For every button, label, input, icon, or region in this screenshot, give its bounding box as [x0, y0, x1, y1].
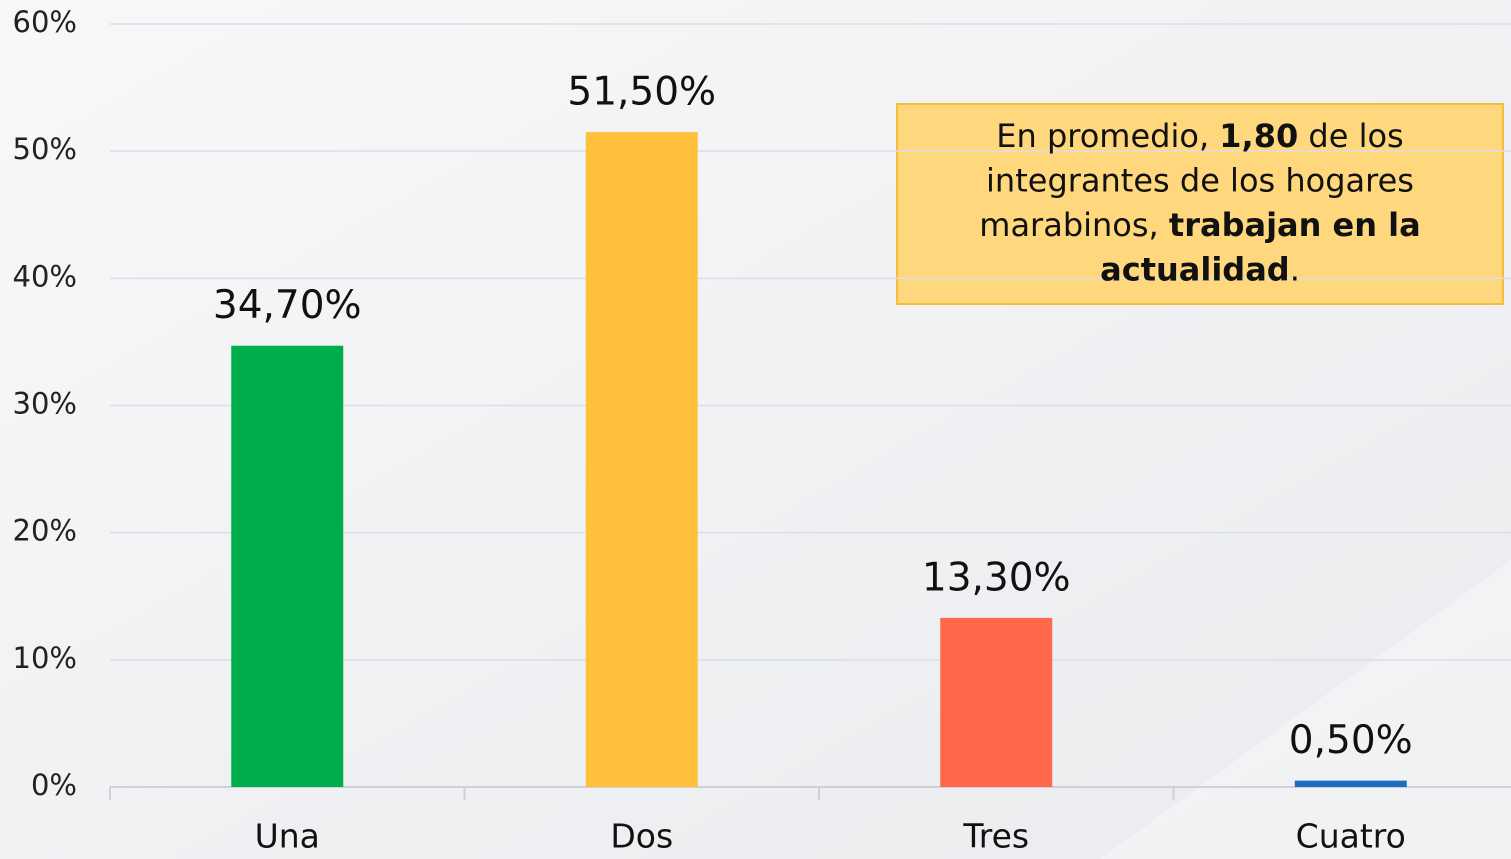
annotation-text: En promedio, [996, 117, 1219, 155]
annotation-box [896, 103, 1504, 305]
background-stripe [1100, 560, 1511, 859]
y-tick-label: 60% [13, 5, 77, 39]
y-tick-label: 40% [13, 259, 77, 293]
x-tick-label: Dos [610, 817, 673, 856]
data-label: 0,50% [1289, 718, 1413, 763]
annotation-text: actualidad [1100, 251, 1290, 289]
y-tick-label: 0% [31, 768, 77, 802]
bar [1294, 780, 1407, 787]
x-tick-label: Cuatro [1296, 817, 1406, 856]
annotation-text: marabinos, [979, 206, 1169, 244]
x-tick-label: Una [255, 817, 320, 856]
annotation-line: marabinos, trabajan en la [979, 206, 1420, 244]
y-tick-label: 30% [13, 387, 77, 421]
annotation-text: de los [1298, 117, 1403, 155]
annotation-line: integrantes de los hogares [986, 162, 1414, 200]
y-tick-label: 50% [13, 132, 77, 166]
data-label: 51,50% [567, 70, 716, 115]
data-label: 13,30% [922, 555, 1071, 600]
annotation-text: integrantes de los hogares [986, 162, 1414, 200]
annotation-text: trabajan en la [1169, 206, 1421, 244]
y-tick-label: 10% [13, 641, 77, 675]
bar [940, 617, 1053, 787]
y-tick-label: 20% [13, 514, 77, 548]
bar [231, 345, 344, 787]
data-label: 34,70% [213, 283, 362, 328]
annotation-text: 1,80 [1219, 117, 1298, 155]
annotation-line: En promedio, 1,80 de los [996, 117, 1403, 155]
annotation-text: . [1290, 251, 1300, 289]
x-tick-label: Tres [962, 817, 1029, 856]
annotation-line: actualidad. [1100, 251, 1300, 289]
bar [585, 132, 698, 787]
